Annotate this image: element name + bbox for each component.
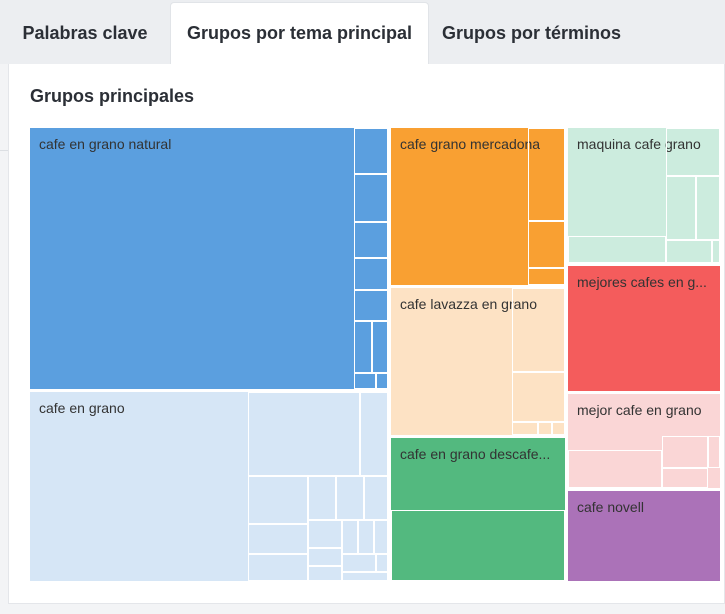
treemap-label: mejor cafe en grano bbox=[577, 402, 702, 418]
treemap-cell-cafe-en-grano-descafeinado[interactable]: cafe en grano descafe... bbox=[391, 438, 565, 581]
treemap-subcell bbox=[336, 476, 364, 520]
treemap-subcell bbox=[568, 236, 666, 263]
treemap-subcell bbox=[528, 221, 565, 268]
treemap-subcell bbox=[662, 468, 708, 488]
treemap-subcell bbox=[666, 240, 712, 263]
treemap-subcell bbox=[342, 554, 376, 572]
treemap-label: cafe en grano bbox=[39, 400, 125, 416]
tab-palabras-clave[interactable]: Palabras clave bbox=[22, 22, 148, 43]
treemap-label: cafe en grano natural bbox=[39, 136, 172, 152]
treemap-subcell bbox=[568, 450, 662, 488]
treemap-subcell bbox=[712, 240, 720, 263]
treemap-subcell bbox=[666, 128, 720, 176]
treemap-subcell bbox=[308, 548, 342, 566]
treemap-subcell bbox=[364, 476, 388, 520]
treemap-subcell bbox=[372, 321, 388, 373]
treemap-subcell bbox=[528, 128, 565, 221]
treemap-subcell bbox=[248, 554, 308, 581]
treemap-subcell bbox=[248, 524, 308, 554]
treemap-cell-maquina-cafe-grano[interactable]: maquina cafe grano bbox=[568, 128, 720, 263]
treemap-subcell bbox=[666, 176, 696, 240]
treemap-subcell bbox=[528, 268, 565, 285]
treemap-subcell bbox=[308, 476, 336, 520]
treemap-subcell bbox=[696, 176, 720, 240]
treemap-subcell bbox=[376, 373, 388, 389]
section-title: Grupos principales bbox=[30, 86, 195, 106]
treemap-cell-mejores-cafes-en-grano[interactable]: mejores cafes en g... bbox=[568, 266, 720, 391]
treemap-subcell bbox=[512, 422, 538, 435]
treemap-subcell bbox=[358, 520, 374, 554]
treemap-cell-cafe-lavazza-en-grano[interactable]: cafe lavazza en grano bbox=[391, 288, 565, 435]
treemap-subcell bbox=[354, 222, 388, 258]
treemap-cell-cafe-novell[interactable]: cafe novell bbox=[568, 491, 720, 581]
treemap-label: cafe novell bbox=[577, 499, 644, 515]
treemap-subcell bbox=[374, 520, 388, 554]
treemap-subcell bbox=[512, 288, 565, 372]
treemap-subcell bbox=[512, 372, 565, 422]
treemap-subcell bbox=[308, 566, 342, 581]
treemap-subcell bbox=[538, 422, 552, 435]
treemap-subcell bbox=[248, 392, 360, 476]
treemap-subcell bbox=[354, 258, 388, 290]
divider bbox=[0, 150, 8, 151]
treemap-cell-cafe-grano-mercadona[interactable]: cafe grano mercadona bbox=[391, 128, 565, 285]
treemap-subcell bbox=[376, 554, 388, 572]
treemap-label: mejores cafes en g... bbox=[577, 274, 707, 290]
treemap-label: cafe grano mercadona bbox=[400, 136, 541, 152]
treemap-cell-mejor-cafe-en-grano[interactable]: mejor cafe en grano bbox=[568, 394, 720, 488]
treemap-subcell bbox=[360, 392, 388, 476]
treemap-subcell bbox=[391, 510, 565, 581]
treemap-subcell bbox=[308, 520, 342, 548]
treemap-subcell bbox=[662, 436, 708, 468]
treemap-subcell bbox=[342, 572, 388, 581]
treemap-subcell bbox=[354, 290, 388, 321]
treemap-subcell bbox=[354, 321, 372, 373]
treemap-subcell bbox=[552, 422, 565, 435]
treemap-cell-cafe-en-grano-natural[interactable]: cafe en grano natural bbox=[30, 128, 388, 389]
tab-grupos-por-tema-principal[interactable]: Grupos por tema principal bbox=[170, 2, 429, 64]
treemap-subcell bbox=[248, 476, 308, 524]
tab-bar: Palabras clave Grupos por tema principal… bbox=[0, 0, 725, 64]
treemap-subcell bbox=[354, 174, 388, 222]
treemap-cell-cafe-en-grano[interactable]: cafe en grano bbox=[30, 392, 388, 581]
treemap-label: cafe en grano descafe... bbox=[400, 446, 551, 462]
treemap-subcell bbox=[354, 128, 388, 174]
tab-grupos-por-terminos[interactable]: Grupos por términos bbox=[441, 22, 621, 43]
treemap-subcell bbox=[354, 373, 376, 389]
treemap-subcell bbox=[342, 520, 358, 554]
treemap-subcell bbox=[708, 436, 720, 468]
